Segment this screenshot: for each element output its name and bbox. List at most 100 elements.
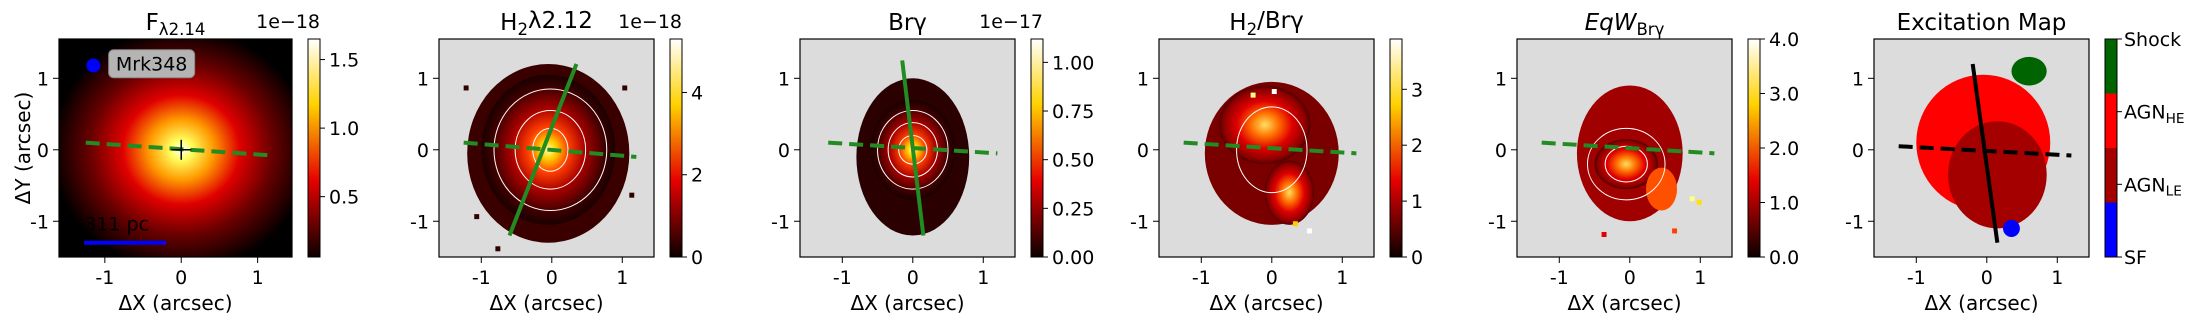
position-angle — [507, 63, 579, 237]
axes-frame — [1158, 38, 1375, 258]
x-tick-label: -1 — [1192, 267, 1211, 289]
position-angle — [1183, 140, 1357, 156]
map-region — [493, 88, 608, 212]
colorbar-tick-label: 1.0 — [1769, 193, 1799, 215]
label-box — [108, 49, 196, 79]
x-tick-label: -1 — [472, 267, 491, 289]
colorbar-tick-label: 1 — [1411, 191, 1423, 213]
map-pixel — [622, 85, 628, 91]
text-part: H — [500, 10, 517, 36]
colorbar-offset: 1e−17 — [979, 11, 1043, 33]
map-pixel — [474, 214, 480, 220]
text-part: Brγ — [888, 10, 927, 36]
text-part: AGN — [2124, 102, 2166, 124]
map — [439, 39, 654, 257]
position-angle — [463, 140, 637, 159]
map — [1159, 39, 1374, 257]
y-tick-label: 1 — [778, 68, 790, 90]
axes-frame — [799, 38, 1016, 258]
text-part: HE — [2166, 111, 2185, 127]
position-angle — [900, 60, 926, 236]
x-axis-label: ΔX (arcsec) — [1209, 291, 1323, 315]
colorbar-category: AGNLE — [2124, 174, 2182, 199]
colorbar — [669, 38, 683, 258]
axes-frame — [1873, 38, 2090, 258]
galaxy-name: Mrk348 — [116, 54, 187, 76]
x-tick-label: 0 — [1981, 267, 1993, 289]
y-tick-label: 0 — [37, 140, 49, 162]
y-tick-label: 1 — [417, 68, 429, 90]
colorbar-tick-label: 3.0 — [1769, 84, 1799, 106]
x-tick-label: -1 — [1907, 267, 1926, 289]
colorbar — [1030, 38, 1044, 258]
x-tick-label: 1 — [1336, 267, 1348, 289]
map-pixel — [495, 246, 501, 252]
y-tick-label: 1 — [1137, 68, 1149, 90]
axes-frame — [58, 38, 293, 258]
text-part: Excitation Map — [1897, 10, 2067, 36]
colorbar-tick-label: 3 — [1411, 79, 1423, 101]
text-part: EqW — [1585, 10, 1638, 36]
colorbar — [1747, 38, 1761, 258]
map-pixel — [1307, 228, 1312, 234]
x-tick-label: 0 — [907, 267, 919, 289]
colorbar-tick-label: 1.0 — [329, 118, 359, 140]
map-region — [1586, 127, 1666, 201]
colorbar-tick-label: 2.0 — [1769, 138, 1799, 160]
colorbar-tick-label: 1.5 — [329, 50, 359, 72]
text-part: 2 — [517, 20, 528, 39]
colorbar-tick-label: 0.00 — [1052, 247, 1094, 269]
colorbar-tick-label: 0 — [691, 247, 703, 269]
colorbar-category: SF — [2124, 247, 2147, 269]
x-tick-label: -1 — [1550, 267, 1569, 289]
map-pixel — [1271, 89, 1277, 95]
colorbar-tick-label: 2 — [1411, 135, 1423, 157]
map-region — [1948, 121, 2047, 229]
text-part: λ2.12 — [528, 8, 593, 34]
x-tick-label: 0 — [1266, 267, 1278, 289]
y-tick-label: -1 — [1845, 211, 1864, 233]
map-region — [1264, 160, 1315, 225]
y-tick-label: 0 — [417, 140, 429, 162]
map-region — [1218, 85, 1311, 165]
map-pixel — [1696, 199, 1702, 205]
x-axis-label: ΔX (arcsec) — [850, 291, 964, 315]
colorbar-segment — [2105, 93, 2117, 148]
y-tick-label: 1 — [1852, 68, 1864, 90]
colorbar-tick-label: 0.5 — [329, 187, 359, 209]
colorbar-tick-label: 0 — [1411, 247, 1423, 269]
map-pixel — [1672, 228, 1678, 234]
y-tick-label: -1 — [1130, 211, 1149, 233]
map: Mrk348 311 pc — [59, 39, 292, 257]
text-part: H — [1229, 10, 1246, 36]
text-part: AGN — [2124, 174, 2166, 196]
map-pixel — [1601, 231, 1607, 237]
x-tick-label: 0 — [1624, 267, 1636, 289]
map — [1874, 39, 2089, 257]
text-part: SF — [2124, 247, 2147, 269]
colorbar-tick-label: 4.0 — [1769, 29, 1799, 51]
colorbar-segment — [2105, 202, 2117, 257]
text-part: 2 — [1247, 20, 1258, 39]
scale-label: 311 pc — [84, 214, 149, 236]
y-tick-label: -1 — [30, 211, 49, 233]
colorbar-tick-label: 4 — [691, 82, 703, 104]
text-part: /Brγ — [1257, 8, 1304, 34]
marker — [86, 58, 101, 73]
position-angle — [1970, 63, 2000, 243]
colorbar — [2104, 38, 2118, 258]
chart-title: Brγ — [888, 10, 927, 36]
map-pixel — [463, 85, 469, 91]
x-tick-label: -1 — [833, 267, 852, 289]
map-region — [2003, 219, 2020, 237]
map-pixel — [1292, 221, 1298, 227]
map — [1517, 39, 1732, 257]
text-part: Brγ — [1636, 20, 1664, 39]
axes-frame — [1516, 38, 1733, 258]
colorbar — [307, 38, 321, 258]
colorbar-tick-label: 0.50 — [1052, 150, 1094, 172]
x-axis-label: ΔX (arcsec) — [118, 291, 232, 315]
text-part: LE — [2166, 183, 2182, 199]
text-part: F — [146, 10, 159, 36]
